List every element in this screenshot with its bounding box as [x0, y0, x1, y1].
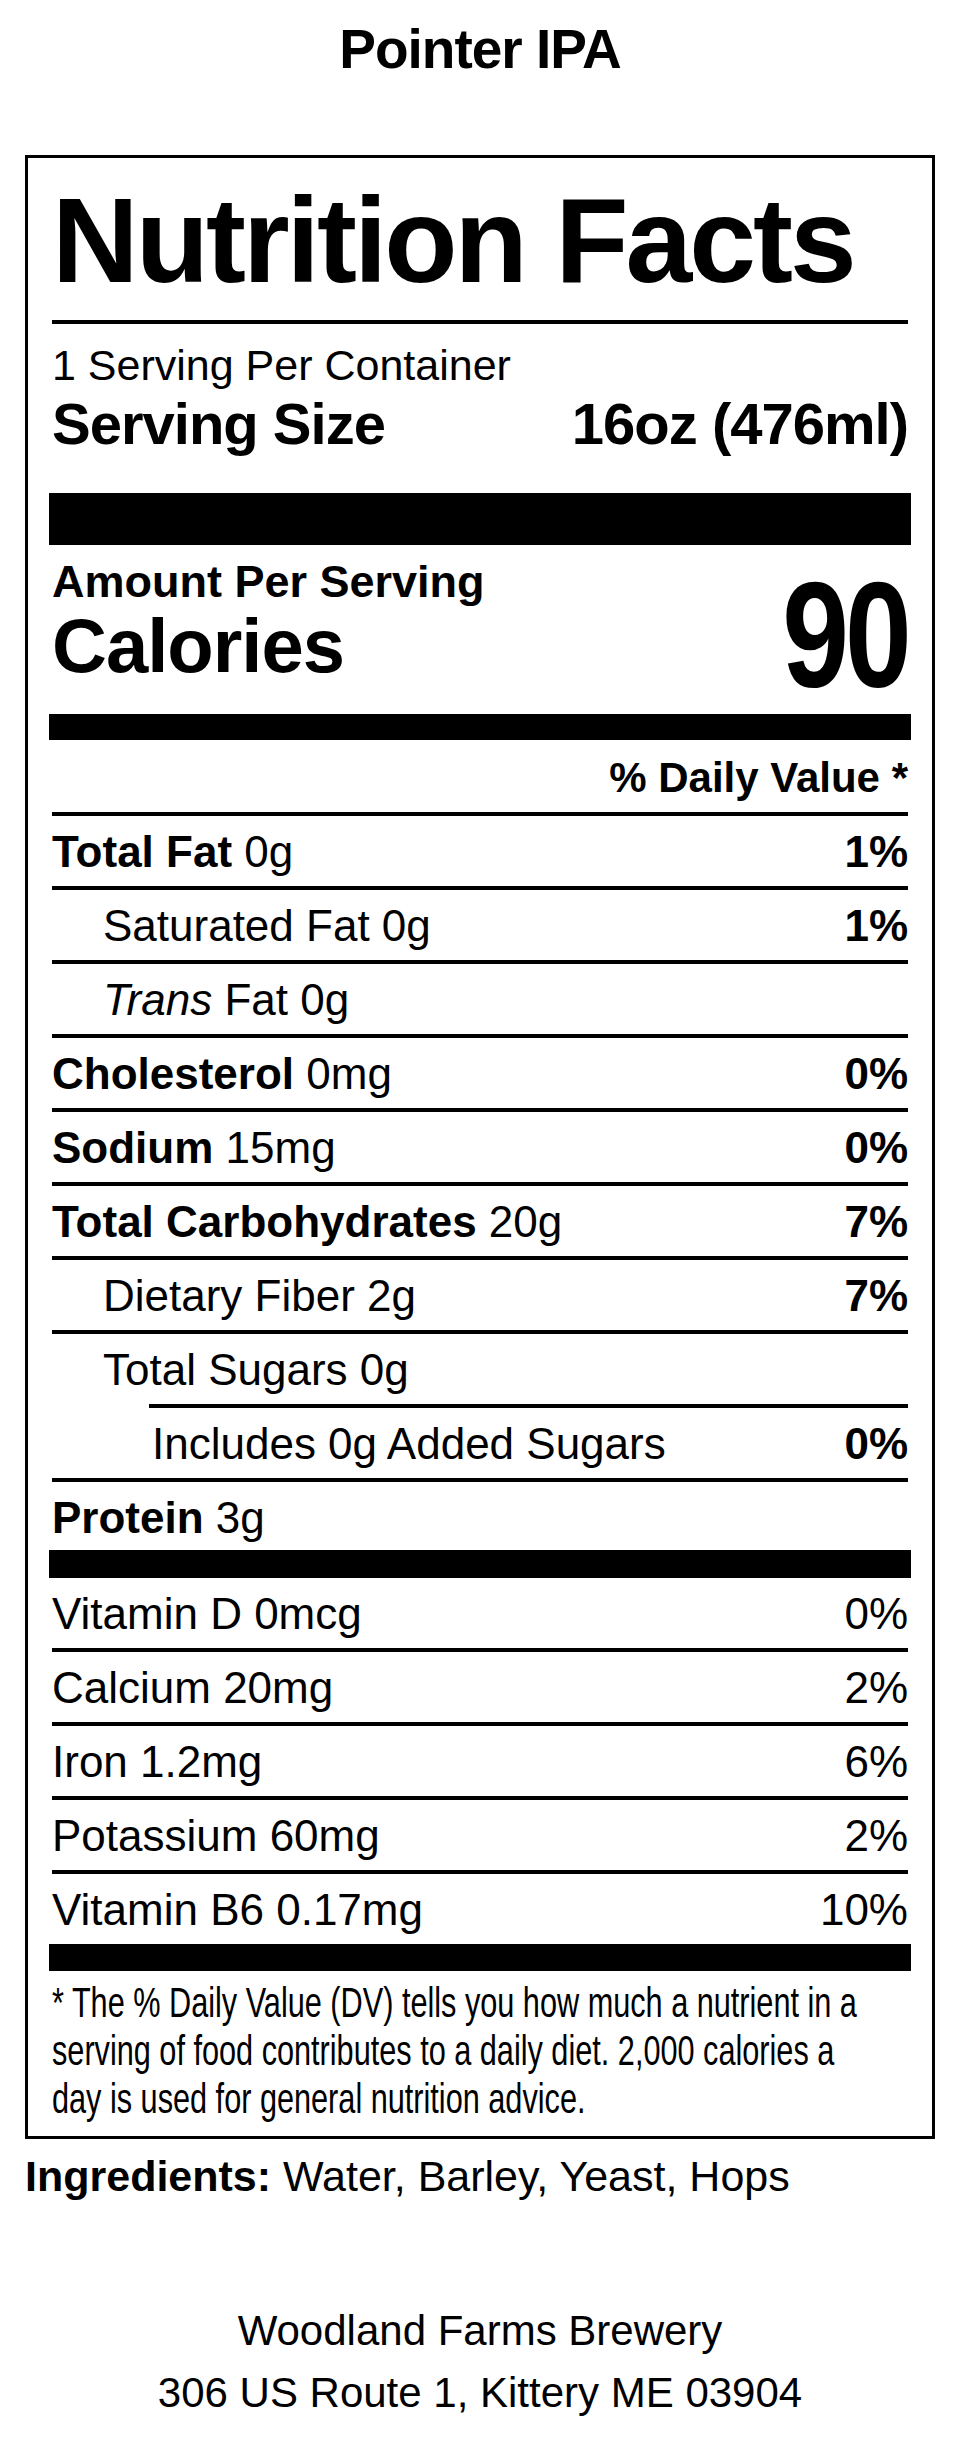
nutrient-name-italic: Trans: [103, 975, 212, 1024]
daily-value: 0%: [844, 1126, 908, 1170]
nutrient-name: Total Fat 0g: [52, 830, 293, 874]
row-dietary-fiber: Dietary Fiber 2g 7%: [52, 1260, 908, 1330]
row-iron: Iron 1.2mg 6%: [52, 1726, 908, 1796]
row-vitamin-b6: Vitamin B6 0.17mg 10%: [52, 1874, 908, 1942]
product-title: Pointer IPA: [0, 14, 960, 84]
nutrient-name: Calcium 20mg: [52, 1666, 333, 1710]
row-cholesterol: Cholesterol 0mg 0%: [52, 1038, 908, 1108]
daily-value: 1%: [844, 830, 908, 874]
serving-size-label: Serving Size: [52, 395, 385, 453]
serving-size-row: Serving Size 16oz (476ml): [52, 395, 908, 453]
separator-bar-medium: [49, 1550, 911, 1578]
brewery-name: Woodland Farms Brewery: [0, 2300, 960, 2362]
nutrient-name: Sodium 15mg: [52, 1126, 336, 1170]
ingredients-value: Water, Barley, Yeast, Hops: [271, 2152, 790, 2200]
row-sodium: Sodium 15mg 0%: [52, 1112, 908, 1182]
nutrient-amount: Fat 0g: [212, 975, 349, 1024]
nutrient-name: Total Sugars 0g: [103, 1348, 409, 1392]
row-trans-fat: Trans Fat 0g: [52, 964, 908, 1034]
nutrient-name: Total Carbohydrates 20g: [52, 1200, 562, 1244]
nutrient-name: Trans Fat 0g: [103, 978, 349, 1022]
row-calcium: Calcium 20mg 2%: [52, 1652, 908, 1722]
nutrient-name: Saturated Fat 0g: [103, 904, 431, 948]
nutrient-amount: 3g: [204, 1493, 265, 1542]
row-potassium: Potassium 60mg 2%: [52, 1800, 908, 1870]
nutrient-name: Vitamin B6 0.17mg: [52, 1888, 423, 1932]
footnote-line: day is used for general nutrition advice…: [52, 2075, 677, 2123]
daily-value: 0%: [844, 1422, 908, 1466]
calories-section: Amount Per Serving Calories 90: [52, 559, 908, 684]
row-saturated-fat: Saturated Fat 0g 1%: [52, 890, 908, 960]
separator-bar-thick: [49, 493, 911, 545]
row-total-fat: Total Fat 0g 1%: [52, 816, 908, 886]
daily-value: 0%: [844, 1592, 908, 1636]
daily-value: 0%: [844, 1052, 908, 1096]
ingredients-label: Ingredients:: [25, 2152, 271, 2200]
nutrition-label: Nutrition Facts 1 Serving Per Container …: [25, 155, 935, 2139]
brewery-footer: Woodland Farms Brewery 306 US Route 1, K…: [0, 2300, 960, 2424]
daily-value: 2%: [844, 1814, 908, 1858]
row-protein: Protein 3g: [52, 1482, 908, 1550]
nutrient-name: Dietary Fiber 2g: [103, 1274, 416, 1318]
footnote-line: serving of food contributes to a daily d…: [52, 2027, 677, 2075]
nutrient-name-bold: Total Fat: [52, 827, 232, 876]
daily-value-header: % Daily Value *: [52, 740, 908, 812]
nutrient-name: Vitamin D 0mcg: [52, 1592, 362, 1636]
nutrient-name: Cholesterol 0mg: [52, 1052, 392, 1096]
row-total-carbohydrates: Total Carbohydrates 20g 7%: [52, 1186, 908, 1256]
calories-label: Calories: [52, 608, 485, 684]
daily-value: 2%: [844, 1666, 908, 1710]
ingredients-line: Ingredients: Water, Barley, Yeast, Hops: [25, 2152, 790, 2200]
daily-value-footnote: * The % Daily Value (DV) tells you how m…: [52, 1979, 677, 2123]
nutrient-name-bold: Total Carbohydrates: [52, 1197, 477, 1246]
row-total-sugars: Total Sugars 0g: [52, 1334, 908, 1404]
daily-value: 6%: [844, 1740, 908, 1784]
nutrient-name-bold: Sodium: [52, 1123, 213, 1172]
brewery-address: 306 US Route 1, Kittery ME 03904: [0, 2362, 960, 2424]
separator-bar-medium: [49, 1944, 911, 1971]
daily-value: 1%: [844, 904, 908, 948]
nutrient-name: Iron 1.2mg: [52, 1740, 262, 1784]
nutrition-facts-title: Nutrition Facts: [52, 158, 908, 324]
nutrient-name: Potassium 60mg: [52, 1814, 380, 1858]
nutrient-amount: 0g: [232, 827, 293, 876]
nutrient-amount: 15mg: [213, 1123, 335, 1172]
serving-size-value: 16oz (476ml): [572, 395, 908, 453]
calories-left-column: Amount Per Serving Calories: [52, 559, 485, 684]
servings-per-container: 1 Serving Per Container: [52, 344, 908, 387]
daily-value: 7%: [844, 1200, 908, 1244]
nutrient-name: Includes 0g Added Sugars: [152, 1422, 666, 1466]
page: Pointer IPA Nutrition Facts 1 Serving Pe…: [0, 0, 960, 2445]
amount-per-serving-label: Amount Per Serving: [52, 559, 485, 604]
daily-value: 10%: [820, 1888, 908, 1932]
nutrient-name: Protein 3g: [52, 1496, 265, 1540]
nutrient-amount: 0mg: [294, 1049, 392, 1098]
footnote-line: * The % Daily Value (DV) tells you how m…: [52, 1979, 677, 2027]
row-added-sugars: Includes 0g Added Sugars 0%: [52, 1408, 908, 1478]
nutrient-name-bold: Protein: [52, 1493, 204, 1542]
nutrient-name-bold: Cholesterol: [52, 1049, 294, 1098]
daily-value: 7%: [844, 1274, 908, 1318]
nutrient-amount: 20g: [477, 1197, 563, 1246]
calories-value: 90: [783, 580, 908, 690]
row-vitamin-d: Vitamin D 0mcg 0%: [52, 1578, 908, 1648]
